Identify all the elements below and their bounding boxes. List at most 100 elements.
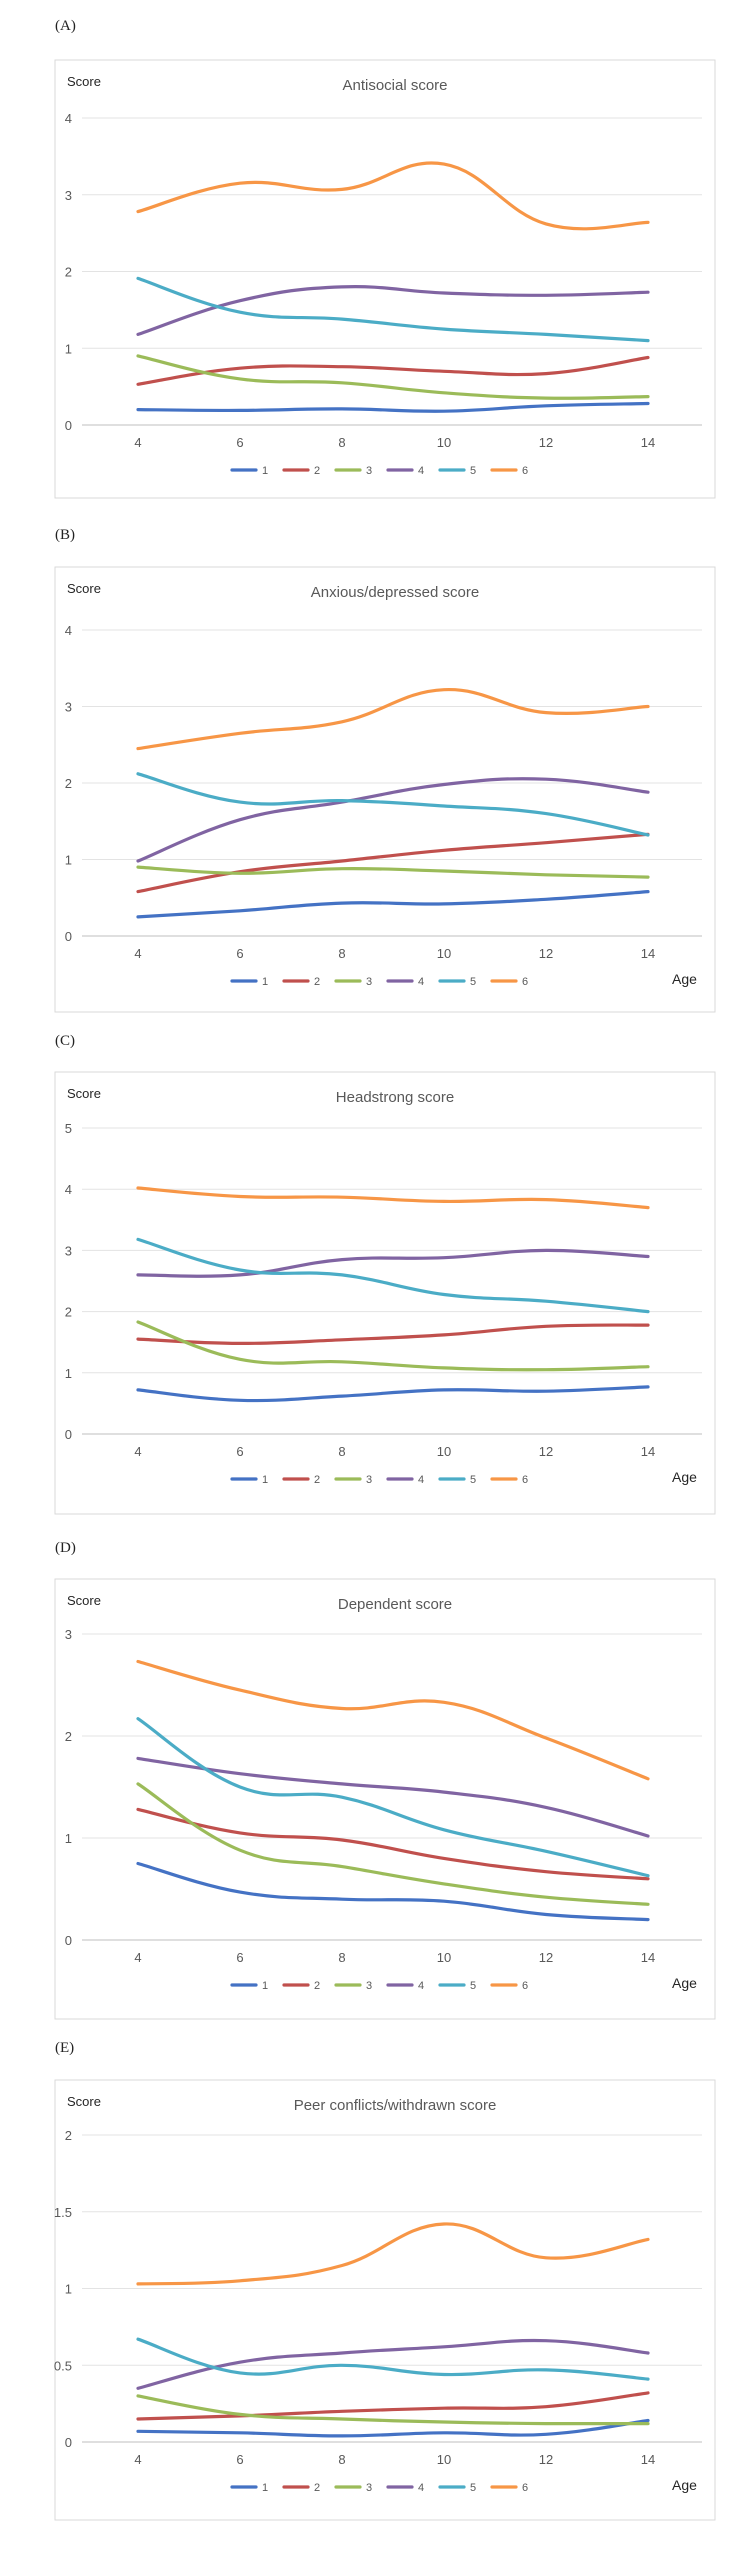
x-tick-label: 10 bbox=[437, 435, 451, 450]
x-tick-label: 6 bbox=[236, 1950, 243, 1965]
x-tick-label: 4 bbox=[134, 946, 141, 961]
legend-label-4: 4 bbox=[418, 1474, 424, 1486]
chart-title: Dependent score bbox=[338, 1596, 452, 1613]
series-line-2 bbox=[136, 2391, 650, 2421]
x-tick-label: 6 bbox=[236, 946, 243, 961]
x-tick-label: 12 bbox=[539, 2452, 553, 2467]
panel-label-d: (D) bbox=[55, 1540, 76, 1556]
series-line-4 bbox=[136, 1756, 650, 1838]
chart-frame bbox=[54, 1071, 716, 1515]
chart-frame bbox=[54, 2079, 716, 2521]
series-line-6 bbox=[136, 161, 650, 231]
y-tick-label: 0 bbox=[65, 1933, 72, 1948]
legend-label-6: 6 bbox=[522, 465, 528, 477]
x-tick-label: 12 bbox=[539, 946, 553, 961]
series-line-4 bbox=[136, 777, 650, 863]
x-tick-label: 14 bbox=[641, 946, 655, 961]
series-line-2 bbox=[136, 1807, 650, 1881]
series-line-2 bbox=[136, 355, 650, 386]
y-axis-label: Score bbox=[67, 1593, 101, 1608]
series-line-5 bbox=[136, 276, 650, 343]
y-tick-label: 2 bbox=[65, 1305, 72, 1320]
series-line-2 bbox=[136, 1323, 650, 1346]
legend-label-4: 4 bbox=[418, 1980, 424, 1992]
legend-label-6: 6 bbox=[522, 2482, 528, 2494]
x-tick-label: 10 bbox=[437, 2452, 451, 2467]
chart-title: Antisocial score bbox=[342, 77, 447, 94]
y-tick-label: 0 bbox=[65, 1427, 72, 1442]
series-line-5 bbox=[136, 772, 650, 837]
y-tick-label: 1 bbox=[65, 341, 72, 356]
x-tick-label: 4 bbox=[134, 435, 141, 450]
y-tick-label: 4 bbox=[65, 111, 72, 126]
y-tick-label: 0 bbox=[65, 929, 72, 944]
series-line-1 bbox=[136, 401, 650, 413]
series-line-1 bbox=[136, 1861, 650, 1922]
legend-label-2: 2 bbox=[314, 2482, 320, 2494]
x-tick-label: 6 bbox=[236, 1444, 243, 1459]
x-tick-label: 8 bbox=[338, 1444, 345, 1459]
legend-label-4: 4 bbox=[418, 465, 424, 477]
x-tick-label: 10 bbox=[437, 1950, 451, 1965]
series-line-6 bbox=[136, 1186, 650, 1210]
series-line-3 bbox=[136, 865, 650, 879]
chart-title: Headstrong score bbox=[336, 1089, 454, 1106]
legend-label-4: 4 bbox=[418, 2482, 424, 2494]
y-tick-label: 2 bbox=[65, 2128, 72, 2143]
y-tick-label: 3 bbox=[65, 1243, 72, 1258]
x-tick-label: 10 bbox=[437, 1444, 451, 1459]
x-tick-label: 12 bbox=[539, 1444, 553, 1459]
chart-frame bbox=[54, 59, 716, 499]
legend-label-6: 6 bbox=[522, 1980, 528, 1992]
series-line-3 bbox=[136, 2394, 650, 2426]
x-tick-label: 6 bbox=[236, 2452, 243, 2467]
panel-label-b: (B) bbox=[55, 527, 75, 543]
series-line-4 bbox=[136, 2338, 650, 2390]
panel-label-a: (A) bbox=[55, 18, 76, 34]
y-tick-label: 2 bbox=[65, 1729, 72, 1744]
legend-label-2: 2 bbox=[314, 465, 320, 477]
legend-label-5: 5 bbox=[470, 1980, 476, 1992]
legend-label-1: 1 bbox=[262, 465, 268, 477]
y-axis-label: Score bbox=[67, 74, 101, 89]
x-tick-label: 8 bbox=[338, 435, 345, 450]
y-axis-label: Score bbox=[67, 1086, 101, 1101]
x-tick-label: 10 bbox=[437, 946, 451, 961]
panel-label-e: (E) bbox=[55, 2040, 75, 2056]
x-axis-label: Age bbox=[672, 2477, 697, 2493]
series-line-1 bbox=[136, 2418, 650, 2438]
y-tick-label: 0 bbox=[65, 2435, 72, 2450]
series-line-5 bbox=[136, 1237, 650, 1314]
series-line-4 bbox=[136, 1248, 650, 1278]
series-line-6 bbox=[136, 1659, 650, 1781]
series-line-5 bbox=[136, 2337, 650, 2381]
legend-label-6: 6 bbox=[522, 976, 528, 988]
legend-label-1: 1 bbox=[262, 1474, 268, 1486]
y-tick-label: 1 bbox=[65, 853, 72, 868]
legend-label-3: 3 bbox=[366, 976, 372, 988]
x-tick-label: 4 bbox=[134, 1444, 141, 1459]
series-line-6 bbox=[136, 2222, 650, 2286]
legend-label-1: 1 bbox=[262, 976, 268, 988]
legend-label-2: 2 bbox=[314, 1474, 320, 1486]
chart-frame bbox=[54, 566, 716, 1013]
chart-title: Peer conflicts/withdrawn score bbox=[294, 2097, 497, 2114]
series-line-1 bbox=[136, 1385, 650, 1403]
x-axis-label: Age bbox=[672, 1469, 697, 1485]
y-tick-label: 1 bbox=[65, 1831, 72, 1846]
y-tick-label: 1 bbox=[65, 1366, 72, 1381]
legend-label-3: 3 bbox=[366, 1474, 372, 1486]
chart-panel-5: Peer conflicts/withdrawn score Score 0 0.5 1… bbox=[54, 2079, 716, 2521]
x-tick-label: 6 bbox=[236, 435, 243, 450]
y-axis-label: Score bbox=[67, 581, 101, 596]
y-tick-label: 2 bbox=[65, 265, 72, 280]
x-tick-label: 14 bbox=[641, 435, 655, 450]
series-line-5 bbox=[136, 1717, 650, 1878]
legend-label-1: 1 bbox=[262, 1980, 268, 1992]
legend-label-3: 3 bbox=[366, 465, 372, 477]
x-tick-label: 4 bbox=[134, 2452, 141, 2467]
series-line-4 bbox=[136, 285, 650, 336]
y-tick-label: 0.5 bbox=[54, 2358, 72, 2373]
